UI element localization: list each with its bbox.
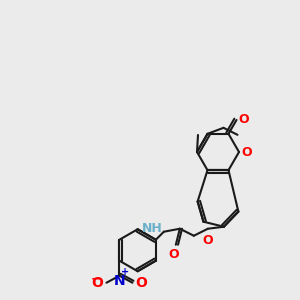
Text: O: O	[202, 234, 213, 247]
Text: O: O	[238, 113, 249, 127]
Text: O: O	[136, 276, 147, 290]
Text: O: O	[241, 146, 252, 158]
Text: O: O	[92, 276, 104, 290]
Text: −: −	[91, 272, 102, 285]
Text: N: N	[114, 274, 125, 288]
Text: O: O	[169, 248, 179, 261]
Text: NH: NH	[142, 222, 163, 235]
Text: +: +	[122, 267, 130, 277]
